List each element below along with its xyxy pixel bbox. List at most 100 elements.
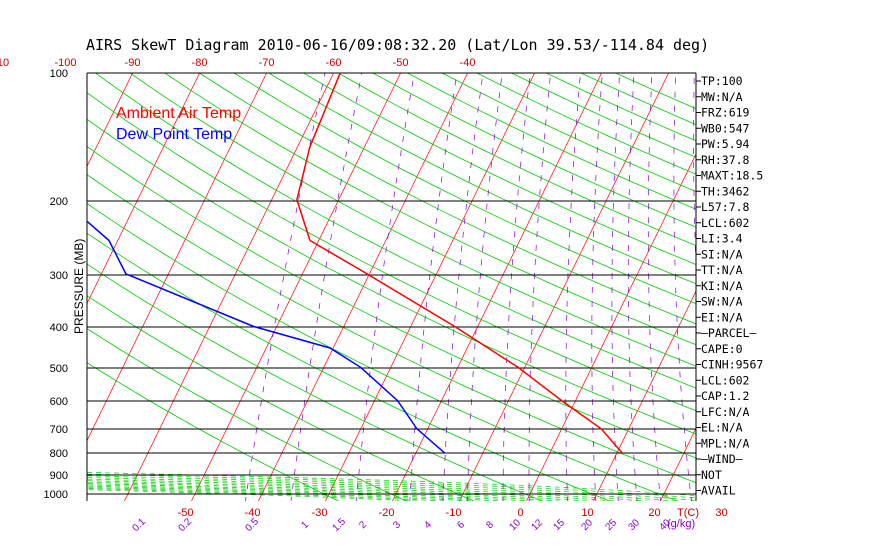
y-axis-label: PRESSURE (MB)	[72, 239, 86, 334]
index-label: CINH:9567	[701, 358, 763, 372]
isotherm-line	[87, 73, 200, 305]
pressure-tick-label: 200	[50, 196, 68, 208]
mixing-ratio-line	[290, 73, 363, 501]
bottom-temp-tick-label: -20	[379, 507, 395, 519]
index-label: LI:3.4	[701, 232, 743, 246]
isotherm-line	[860, 64, 870, 504]
mixing-ratio-tick-label: 1	[299, 519, 311, 531]
mixing-ratio-tick-label: 10	[507, 517, 523, 533]
dry-adiabat-line	[87, 202, 679, 501]
mixing-ratio-line	[442, 73, 484, 501]
top-temp-tick-label: -50	[393, 57, 409, 69]
index-label: CAP:1.2	[701, 389, 749, 403]
pressure-tick-label: 700	[50, 424, 68, 436]
index-label: LCL:602	[701, 216, 749, 230]
top-temp-tick-label: -110	[0, 57, 9, 69]
dry-adiabat-line	[510, 73, 696, 158]
top-temp-tick-label: -90	[125, 57, 141, 69]
mixing-ratio-tick-label: 6	[455, 519, 467, 531]
bottom-temp-tick-label: -10	[446, 507, 462, 519]
mixing-ratio-tick-label: 0.1	[130, 516, 148, 534]
dewpoint-temp-line	[87, 220, 446, 454]
isotherm-line	[87, 73, 133, 168]
pressure-isobars	[86, 72, 697, 501]
axis-labels: 1002003004005006007008009001000-120-110-…	[0, 57, 728, 534]
pressure-tick-label: 300	[50, 270, 68, 282]
index-label: SW:N/A	[701, 295, 743, 309]
mixing-ratio-line	[693, 73, 696, 273]
mixing-ratio-line	[502, 73, 531, 501]
index-label: LCL:602	[701, 373, 749, 387]
index-label: MPL:N/A	[701, 436, 750, 450]
mixing-ratio-tick-label: 12	[529, 517, 545, 533]
isotherm-line	[191, 73, 401, 501]
isotherm-line	[593, 290, 696, 501]
mixing-ratio-line	[611, 73, 620, 501]
mixing-ratio-tick-label: 3	[391, 519, 403, 531]
moist-adiabat-line	[87, 473, 696, 499]
dry-adiabat-line	[94, 73, 696, 389]
index-label: MW:N/A	[701, 90, 743, 104]
dry-adiabat-line	[302, 73, 696, 265]
isotherm-line	[0, 64, 3, 504]
mixing-ratio-line	[673, 73, 692, 501]
mixing-ratio-tick-label: 1.5	[330, 516, 348, 534]
isotherm-line	[793, 64, 870, 504]
pressure-tick-label: 100	[50, 68, 68, 80]
isotherm-line	[258, 73, 468, 501]
dry-adiabat-line	[476, 73, 696, 175]
mixing-ratio-line	[627, 73, 638, 501]
moist-adiabat-line	[87, 486, 479, 501]
dry-adiabat-line	[87, 362, 340, 501]
isotherm-line	[87, 73, 267, 442]
dry-adiabat-line	[87, 295, 475, 501]
mixing-ratio-line	[528, 73, 551, 501]
dry-adiabat-line	[268, 73, 696, 285]
mixing-ratio-line	[355, 73, 415, 501]
moist-adiabat-line	[87, 484, 536, 501]
mixing-ratio-tick-label: 30	[626, 517, 642, 533]
moist-adiabat-line	[87, 478, 649, 501]
mixing-ratio-tick-label: 4	[422, 519, 434, 531]
mixing-ratio-tick-label: 25	[603, 517, 619, 533]
bottom-temp-tick-label: 10	[581, 507, 593, 519]
dry-adiabat-line	[337, 73, 696, 247]
index-label: PW:5.94	[701, 137, 750, 151]
mixing-ratio-tick-label: 2	[357, 519, 369, 531]
index-label: NOT	[701, 468, 722, 482]
index-label: MAXT:18.5	[701, 169, 763, 183]
top-temp-tick-label: -70	[259, 57, 275, 69]
mixing-ratio-line	[591, 73, 603, 501]
isotherm-line	[124, 73, 334, 501]
bottom-temp-tick-label: -30	[312, 507, 328, 519]
index-label: AVAIL	[701, 484, 736, 498]
profile-lines	[87, 73, 623, 454]
dry-adiabat-line	[198, 73, 696, 325]
index-label: CAPE:0	[701, 342, 743, 356]
dry-adiabat-line	[87, 263, 543, 501]
temp-unit-label: T(C)	[677, 507, 699, 519]
index-label: L57:7.8	[701, 200, 750, 214]
dry-adiabat-line	[372, 73, 696, 228]
bottom-temp-tick-label: -50	[178, 507, 194, 519]
legend-dewpoint: Dew Point Temp	[116, 126, 232, 143]
dry-adiabat-line	[129, 73, 696, 367]
mixing-ratio-tick-label: 15	[551, 517, 567, 533]
moist-adiabat-line	[87, 488, 451, 501]
index-label: WB0:547	[701, 121, 750, 135]
dry-adiabat-line	[406, 73, 696, 210]
top-temp-tick-label: -100	[54, 57, 76, 69]
index-label: RH:37.8	[701, 153, 750, 167]
background-grid	[0, 64, 870, 504]
pressure-tick-label: 1000	[44, 489, 68, 501]
isotherm-line	[0, 64, 70, 504]
index-label: TP:100	[701, 74, 743, 88]
index-label: —WIND—	[701, 452, 743, 466]
pressure-tick-label: 500	[50, 363, 68, 375]
dry-adiabat-line	[87, 232, 611, 501]
mixing-unit-label: (g/kg)	[667, 518, 695, 530]
bottom-temp-tick-label: 30	[715, 507, 727, 519]
bottom-temp-tick-label: 20	[648, 507, 660, 519]
isotherm-line	[459, 73, 669, 501]
